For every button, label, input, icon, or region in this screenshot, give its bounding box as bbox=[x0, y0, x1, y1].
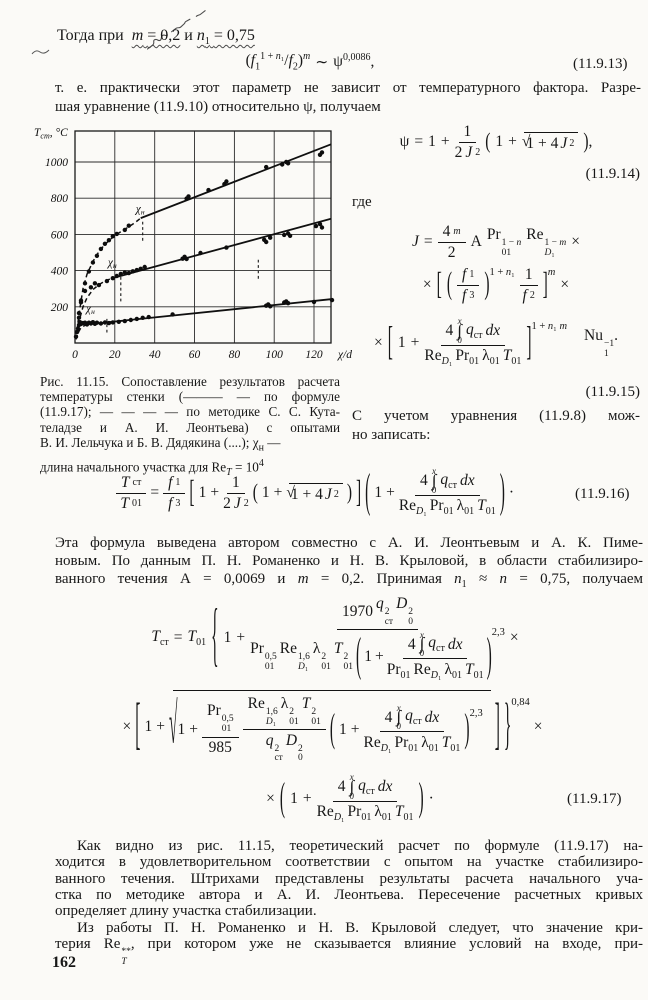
paragraph-4-line-2: терия Re ** T, при котором уже не сказывае… bbox=[55, 936, 643, 967]
equation-number-14: (11.9.14) bbox=[585, 166, 640, 182]
equation-11-9-13: (f11 + n₁/f2)m ∼ ψ0,0086, bbox=[245, 51, 375, 73]
svg-text:20: 20 bbox=[109, 349, 121, 361]
figure-11-15-chart: 0 20 40 60 80 100 120 200 400 600 800 1000 χ/d Tст, °… bbox=[34, 127, 352, 361]
uchet-line-2: но записать: bbox=[352, 427, 431, 443]
paragraph-2-line-2: новым. По данным П. Н. Романенко и Н. В.… bbox=[55, 553, 643, 569]
svg-text:χн: χн bbox=[107, 257, 117, 270]
page-number: 162 bbox=[52, 954, 76, 971]
paragraph-3-line-1: Как видно из рис. 11.15, теоретический р… bbox=[77, 838, 643, 854]
svg-text:1000: 1000 bbox=[45, 157, 68, 169]
paragraph-3-line-4: стка по методике автора и А. И. Леонтьев… bbox=[55, 887, 643, 903]
svg-text:120: 120 bbox=[305, 349, 323, 361]
gde-label: где bbox=[352, 194, 372, 210]
svg-text:0: 0 bbox=[72, 349, 78, 361]
intro-line: Тогда при m = 0,2 и n1 = 0,75 bbox=[57, 27, 255, 48]
svg-text:400: 400 bbox=[51, 266, 69, 278]
equation-number-17: (11.9.17) bbox=[567, 791, 622, 807]
chart-series: χн χн χн bbox=[73, 143, 335, 340]
figure-caption: Рис. 11.15. Сопоставление результатов ра… bbox=[40, 374, 340, 478]
equation-11-9-17-line-3: × ( 1 + 4 x ∫ 0 qст dx ReD₁ Pr01 λ01 T01 ) · bbox=[266, 772, 434, 824]
svg-text:χ/d: χ/d bbox=[337, 349, 352, 361]
equation-number-15: (11.9.15) bbox=[585, 384, 640, 400]
equation-number-13: (11.9.13) bbox=[573, 56, 628, 72]
chart-tick-labels: 0 20 40 60 80 100 120 200 400 600 800 1000 χ/d Tст, °… bbox=[34, 127, 352, 361]
paragraph-2-line-3: ванного течения А = 0,0069 и m = 0,2. Пр… bbox=[55, 571, 644, 590]
equation-11-9-17-line-2: × [ 1 + √ 1 + Pr 0,5 01 985 Re 1,6 D₁ λ 2 01 T 2 01… bbox=[35, 686, 630, 768]
svg-text:80: 80 bbox=[229, 349, 241, 361]
svg-text:200: 200 bbox=[51, 302, 69, 314]
equation-number-16: (11.9.16) bbox=[575, 486, 630, 502]
underlined-n1: n1 = 0,75 bbox=[196, 27, 255, 48]
paragraph-3-line-3: ванного течения. Штрихами представлены р… bbox=[55, 871, 643, 887]
chart-frame bbox=[74, 130, 332, 344]
paragraph-1-line-2: шая уравнение (11.9.10) относительно ψ, … bbox=[55, 99, 381, 115]
underlined-m: m = 0,2 bbox=[131, 27, 181, 44]
svg-text:40: 40 bbox=[149, 349, 161, 361]
svg-text:χн: χн bbox=[135, 203, 145, 216]
svg-text:100: 100 bbox=[266, 349, 284, 361]
equation-11-9-15-line-3: × [ 1 + 4 x ∫ 0 qст dx ReD₁ Pr01 λ01 T01 ]1 + n₁… bbox=[374, 316, 618, 368]
paragraph-3-line-5: определяет длину участка стабилизации. bbox=[55, 903, 317, 919]
svg-text:Tст, °C: Tст, °C bbox=[34, 127, 68, 141]
paragraph-1-line-1: т. е. практически этот параметр не завис… bbox=[55, 80, 641, 96]
svg-text:60: 60 bbox=[189, 349, 201, 361]
svg-text:800: 800 bbox=[51, 193, 69, 205]
uchet-line-1: С учетом уравнения (11.9.8) мож- bbox=[352, 408, 640, 424]
paragraph-2-line-1: Эта формула выведена автором совместно с… bbox=[55, 535, 643, 551]
paragraph-3-line-2: ходится в удовлетворительном соответстви… bbox=[55, 854, 643, 870]
paragraph-4-line-1: Из работы П. Н. Романенко и Н. В. Крылов… bbox=[77, 920, 643, 936]
svg-text:χн: χн bbox=[85, 303, 95, 316]
svg-text:600: 600 bbox=[51, 229, 69, 241]
pencil-margin-mark bbox=[31, 49, 50, 55]
handwritten-annotation bbox=[146, 10, 206, 50]
